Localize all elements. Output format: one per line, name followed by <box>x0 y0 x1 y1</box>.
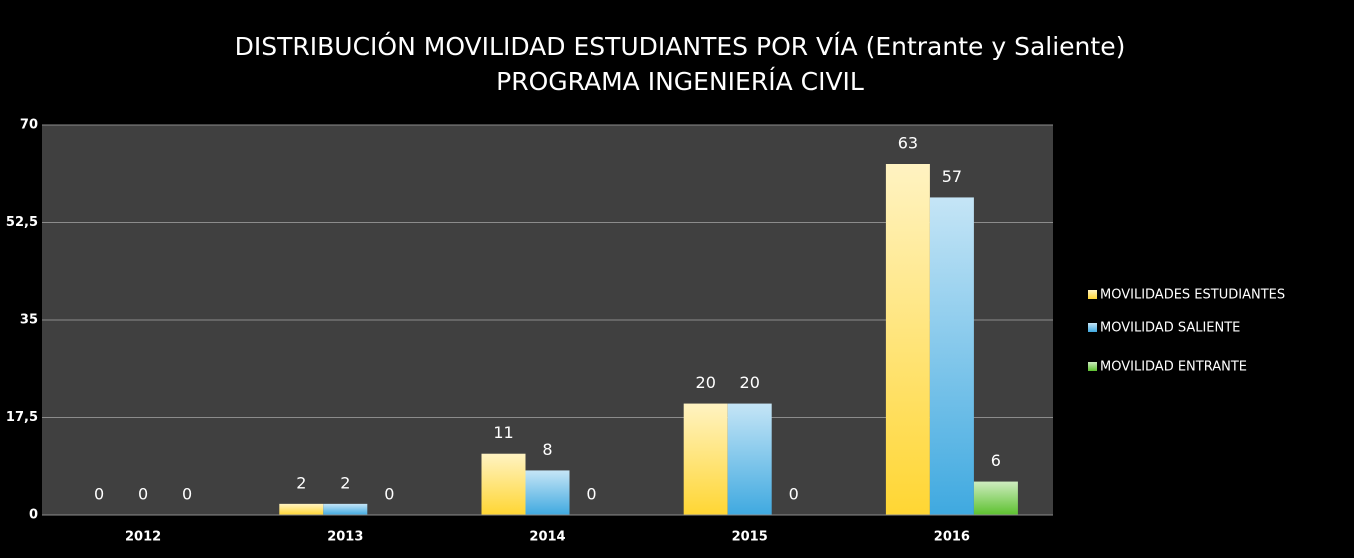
legend-label: MOVILIDAD ENTRANTE <box>1100 360 1247 375</box>
value-label: 0 <box>182 485 192 504</box>
y-tick-label: 35 <box>20 313 38 328</box>
legend-swatch <box>1088 323 1097 332</box>
value-label: 0 <box>384 485 394 504</box>
bar <box>973 481 1018 515</box>
y-tick-label: 70 <box>20 118 38 133</box>
value-label: 0 <box>586 485 596 504</box>
value-label: 0 <box>138 485 148 504</box>
x-tick-label: 2014 <box>529 530 565 545</box>
legend-label: MOVILIDADES ESTUDIANTES <box>1100 288 1285 303</box>
chart-title: DISTRIBUCIÓN MOVILIDAD ESTUDIANTES POR V… <box>235 31 1126 61</box>
y-tick-label: 0 <box>29 508 38 523</box>
chart-title: PROGRAMA INGENIERÍA CIVIL <box>496 67 864 96</box>
legend-label: MOVILIDAD SALIENTE <box>1100 321 1240 336</box>
value-label: 11 <box>493 423 513 442</box>
value-label: 63 <box>898 134 918 153</box>
value-label: 2 <box>296 473 306 492</box>
value-label: 20 <box>740 373 760 392</box>
legend-swatch <box>1088 290 1097 299</box>
value-label: 57 <box>942 167 962 186</box>
value-label: 6 <box>991 451 1001 470</box>
bar <box>929 197 974 515</box>
bar <box>683 403 728 515</box>
bar <box>525 470 570 515</box>
bar <box>885 164 930 515</box>
legend-swatch <box>1088 362 1097 371</box>
y-tick-label: 17,5 <box>6 410 38 425</box>
x-tick-label: 2013 <box>327 530 363 545</box>
bar <box>727 403 772 515</box>
y-tick-label: 52,5 <box>6 215 38 230</box>
value-label: 0 <box>94 485 104 504</box>
value-label: 0 <box>789 485 799 504</box>
bar <box>481 453 526 515</box>
bar <box>323 503 368 515</box>
value-label: 8 <box>542 440 552 459</box>
value-label: 2 <box>340 473 350 492</box>
x-tick-label: 2016 <box>934 530 970 545</box>
x-tick-label: 2012 <box>125 530 161 545</box>
bar <box>279 503 324 515</box>
value-label: 20 <box>696 373 716 392</box>
x-tick-label: 2015 <box>732 530 768 545</box>
